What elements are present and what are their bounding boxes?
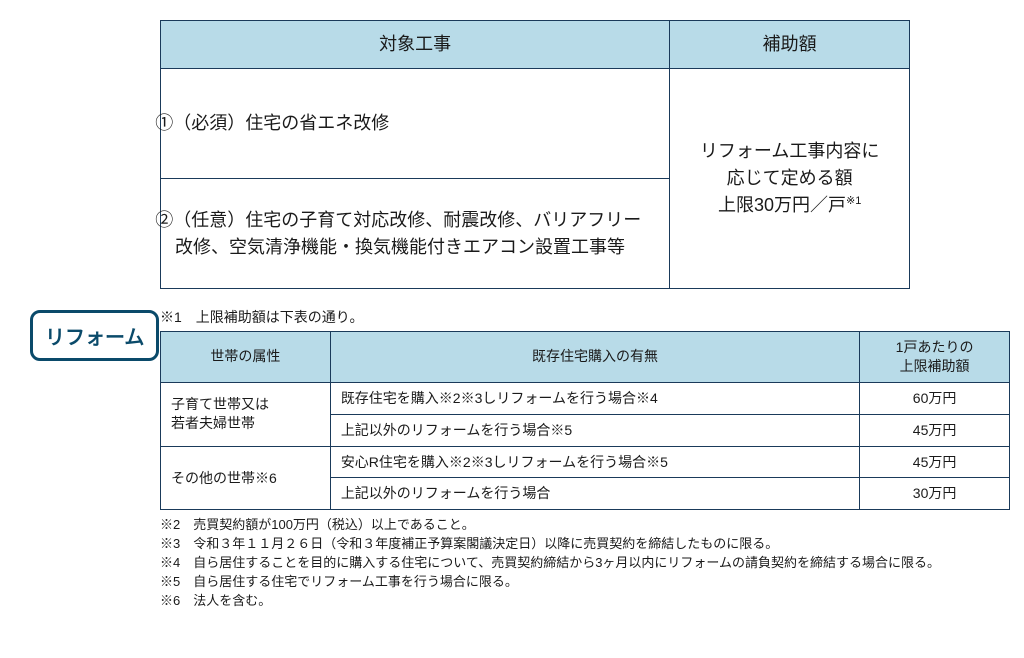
- t2-cond-2-2: 上記以外のリフォームを行う場合: [330, 478, 859, 510]
- footnote-5: ※5 自ら居住する住宅でリフォーム工事を行う場合に限る。: [160, 573, 1004, 592]
- footnote-6: ※6 法人を含む。: [160, 592, 1004, 611]
- footnote-1: ※1 上限補助額は下表の通り。: [160, 307, 1004, 327]
- header-work: 対象工事: [161, 21, 670, 69]
- eligible-works-table: 対象工事 補助額 ①（必須）住宅の省エネ改修 リフォーム工事内容に 応じて定める…: [160, 20, 910, 289]
- t2-cap-1-1: 60万円: [860, 382, 1010, 414]
- footnote-2: ※2 売買契約額が100万円（税込）以上であること。: [160, 516, 1004, 535]
- work-row-1: ①（必須）住宅の省エネ改修: [161, 69, 670, 179]
- t2-attr-1: 子育て世帯又は若者夫婦世帯: [161, 382, 331, 446]
- t2-header-attr: 世帯の属性: [161, 332, 331, 383]
- t2-attr-2: その他の世帯※6: [161, 446, 331, 510]
- header-amount: 補助額: [670, 21, 910, 69]
- t2-header-cond: 既存住宅購入の有無: [330, 332, 859, 383]
- t2-cond-1-2: 上記以外のリフォームを行う場合※5: [330, 414, 859, 446]
- t2-cap-2-1: 45万円: [860, 446, 1010, 478]
- footnotes-block: ※2 売買契約額が100万円（税込）以上であること。 ※3 令和３年１１月２６日…: [160, 516, 1004, 610]
- footnote-3: ※3 令和３年１１月２６日（令和３年度補正予算案閣議決定日）以降に売買契約を締結…: [160, 535, 1004, 554]
- work-row-2: ②（任意）住宅の子育て対応改修、耐震改修、バリアフリー改修、空気清浄機能・換気機…: [161, 179, 670, 289]
- t2-cap-1-2: 45万円: [860, 414, 1010, 446]
- footnote-4: ※4 自ら居住することを目的に購入する住宅について、売買契約締結から3ヶ月以内に…: [160, 554, 1004, 573]
- subsidy-amount-cell: リフォーム工事内容に 応じて定める額 上限30万円／戸※1: [670, 69, 910, 289]
- amount-footnote-ref: ※1: [846, 195, 861, 207]
- amount-line3: 上限30万円／戸: [718, 195, 846, 215]
- t2-header-cap: 1戸あたりの上限補助額: [860, 332, 1010, 383]
- amount-line1: リフォーム工事内容に: [700, 141, 879, 161]
- t2-cond-1-1: 既存住宅を購入※2※3しリフォームを行う場合※4: [330, 382, 859, 414]
- t2-cond-2-1: 安心R住宅を購入※2※3しリフォームを行う場合※5: [330, 446, 859, 478]
- amount-line2: 応じて定める額: [727, 168, 853, 188]
- subsidy-cap-table: 世帯の属性 既存住宅購入の有無 1戸あたりの上限補助額 子育て世帯又は若者夫婦世…: [160, 331, 1010, 510]
- reform-badge: リフォーム: [30, 310, 159, 361]
- t2-cap-2-2: 30万円: [860, 478, 1010, 510]
- reform-badge-label: リフォーム: [45, 327, 144, 349]
